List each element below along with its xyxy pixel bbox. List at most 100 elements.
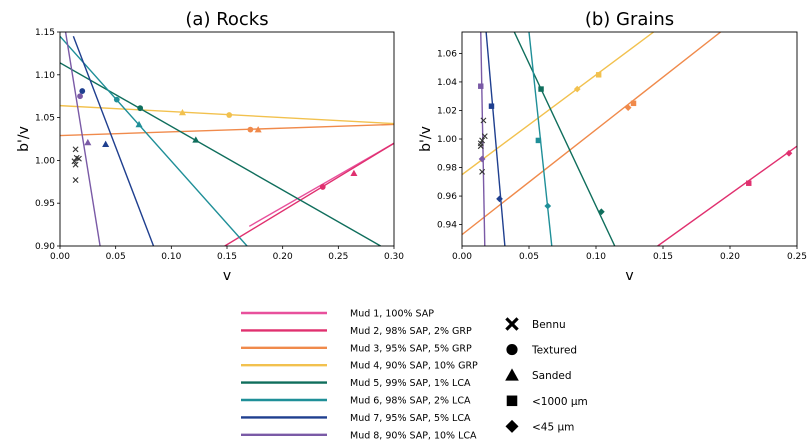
- data-point-triangle: [192, 136, 200, 143]
- bennu-point: [72, 146, 79, 153]
- y-axis-label: b'/v: [418, 126, 434, 152]
- x-tick-label: 0.00: [452, 252, 472, 262]
- data-point-diamond: [496, 195, 503, 203]
- legend-marker-label: Textured: [531, 345, 577, 357]
- series-line: [72, 36, 155, 246]
- series-line: [224, 142, 394, 246]
- x-tick-label: 0.10: [161, 252, 181, 262]
- chart-panel-1: (a) Rocks 0.00 0.05 0.10 0.15 0.20 0.25 0.30 0.9…: [16, 9, 404, 284]
- series-line: [657, 145, 797, 246]
- bennu-point: [477, 143, 484, 150]
- chart-panel-2: (b) Grains 0.00 0.05 0.10 0.15 0.20 0.25 0.94 0.…: [418, 9, 807, 284]
- y-tick-label: 1.06: [437, 49, 457, 59]
- x-axis-label: v: [223, 268, 231, 284]
- data-point-circle: [247, 126, 254, 133]
- y-tick-label: 1.00: [437, 135, 457, 145]
- legend-marker-square: [506, 395, 518, 407]
- legend-line-label: Mud 2, 98% SAP, 2% GRP: [350, 326, 472, 337]
- legend-marker-label: Bennu: [532, 319, 566, 331]
- x-tick-label: 0.15: [217, 252, 237, 262]
- legend-marker-triangle: [505, 368, 519, 381]
- plot-area: [462, 32, 797, 246]
- x-tick-label: 0.30: [384, 252, 404, 262]
- data-point-square: [746, 180, 752, 186]
- data-point-square: [595, 72, 602, 78]
- legend-marker-label: Sanded: [532, 370, 572, 382]
- data-point-diamond: [544, 202, 552, 210]
- y-tick-label: 0.94: [437, 221, 457, 231]
- data-point-circle: [79, 88, 86, 94]
- legend-line-label: Mud 6, 98% SAP, 2% LCA: [350, 396, 471, 407]
- y-tick-label: 1.10: [35, 71, 55, 81]
- legend-line-label: Mud 5, 99% SAP, 1% LCA: [350, 378, 471, 389]
- bennu-point: [480, 117, 487, 124]
- data-point-diamond: [478, 155, 486, 163]
- plot-frame: [59, 31, 395, 247]
- x-tick-label: 0.20: [720, 252, 740, 262]
- data-point-circle: [226, 112, 233, 118]
- y-tick-label: 1.04: [437, 78, 457, 88]
- data-point-square: [535, 137, 542, 144]
- data-point-square: [478, 83, 484, 89]
- legend-line-label: Mud 8, 90% SAP, 10% LCA: [350, 430, 477, 441]
- series-line: [60, 62, 381, 246]
- plot-frame: [461, 31, 798, 247]
- legend: Mud 1, 100% SAP Mud 2, 98% SAP, 2% GRP Mud…: [241, 309, 588, 441]
- y-tick-label: 1.00: [35, 156, 55, 166]
- y-tick-label: 0.90: [35, 242, 55, 252]
- series-line: [60, 123, 394, 137]
- bennu-point: [72, 161, 79, 168]
- data-point-circle: [137, 105, 144, 112]
- data-point-square: [630, 100, 637, 107]
- data-point-triangle: [178, 108, 186, 116]
- legend-line-label: Mud 4, 90% SAP, 10% GRP: [350, 361, 478, 372]
- x-tick-label: 0.05: [519, 252, 539, 262]
- legend-marker-x: [505, 317, 519, 331]
- series-line: [462, 32, 655, 176]
- data-point-triangle: [102, 140, 110, 147]
- data-point-triangle: [135, 120, 143, 128]
- legend-marker-label: <1000 μm: [532, 396, 588, 408]
- series-line: [60, 35, 248, 246]
- x-axis-label: v: [625, 268, 633, 284]
- legend-marker-circle: [506, 344, 518, 356]
- y-tick-label: 0.95: [35, 199, 55, 209]
- plot-area: [60, 32, 394, 246]
- series-line: [462, 32, 722, 236]
- y-tick-label: 0.96: [437, 192, 457, 202]
- x-tick-label: 0.15: [653, 252, 673, 262]
- bennu-point: [479, 137, 486, 144]
- data-point-triangle: [254, 126, 262, 133]
- x-tick-label: 0.25: [328, 252, 348, 262]
- x-tick-label: 0.25: [787, 252, 807, 262]
- chart-title: (b) Grains: [585, 9, 674, 30]
- y-tick-label: 1.05: [35, 114, 55, 124]
- x-tick-label: 0.05: [106, 252, 126, 262]
- x-tick-label: 0.00: [50, 252, 70, 262]
- bennu-point: [71, 158, 78, 165]
- data-point-circle: [77, 93, 83, 100]
- data-point-diamond: [624, 104, 632, 111]
- data-point-square: [538, 86, 544, 92]
- data-point-diamond: [598, 208, 605, 216]
- y-axis-label: b'/v: [16, 126, 32, 152]
- chart-title: (a) Rocks: [185, 9, 268, 30]
- data-point-circle: [319, 184, 326, 190]
- legend-marker-diamond: [505, 419, 519, 433]
- data-point-diamond: [573, 85, 581, 93]
- x-tick-label: 0.20: [273, 252, 293, 262]
- y-tick-label: 0.98: [437, 164, 457, 174]
- bennu-point: [72, 177, 79, 184]
- data-point-diamond: [785, 149, 793, 157]
- data-point-triangle: [350, 169, 358, 177]
- legend-line-label: Mud 1, 100% SAP: [350, 309, 434, 320]
- legend-line-label: Mud 3, 95% SAP, 5% GRP: [350, 343, 472, 354]
- series-line: [64, 32, 101, 246]
- data-point-circle: [113, 96, 120, 103]
- data-point-square: [488, 103, 495, 109]
- y-tick-label: 1.02: [437, 106, 457, 116]
- bennu-point: [75, 155, 82, 162]
- y-tick-label: 1.15: [35, 28, 55, 38]
- legend-marker-label: <45 μm: [532, 421, 574, 433]
